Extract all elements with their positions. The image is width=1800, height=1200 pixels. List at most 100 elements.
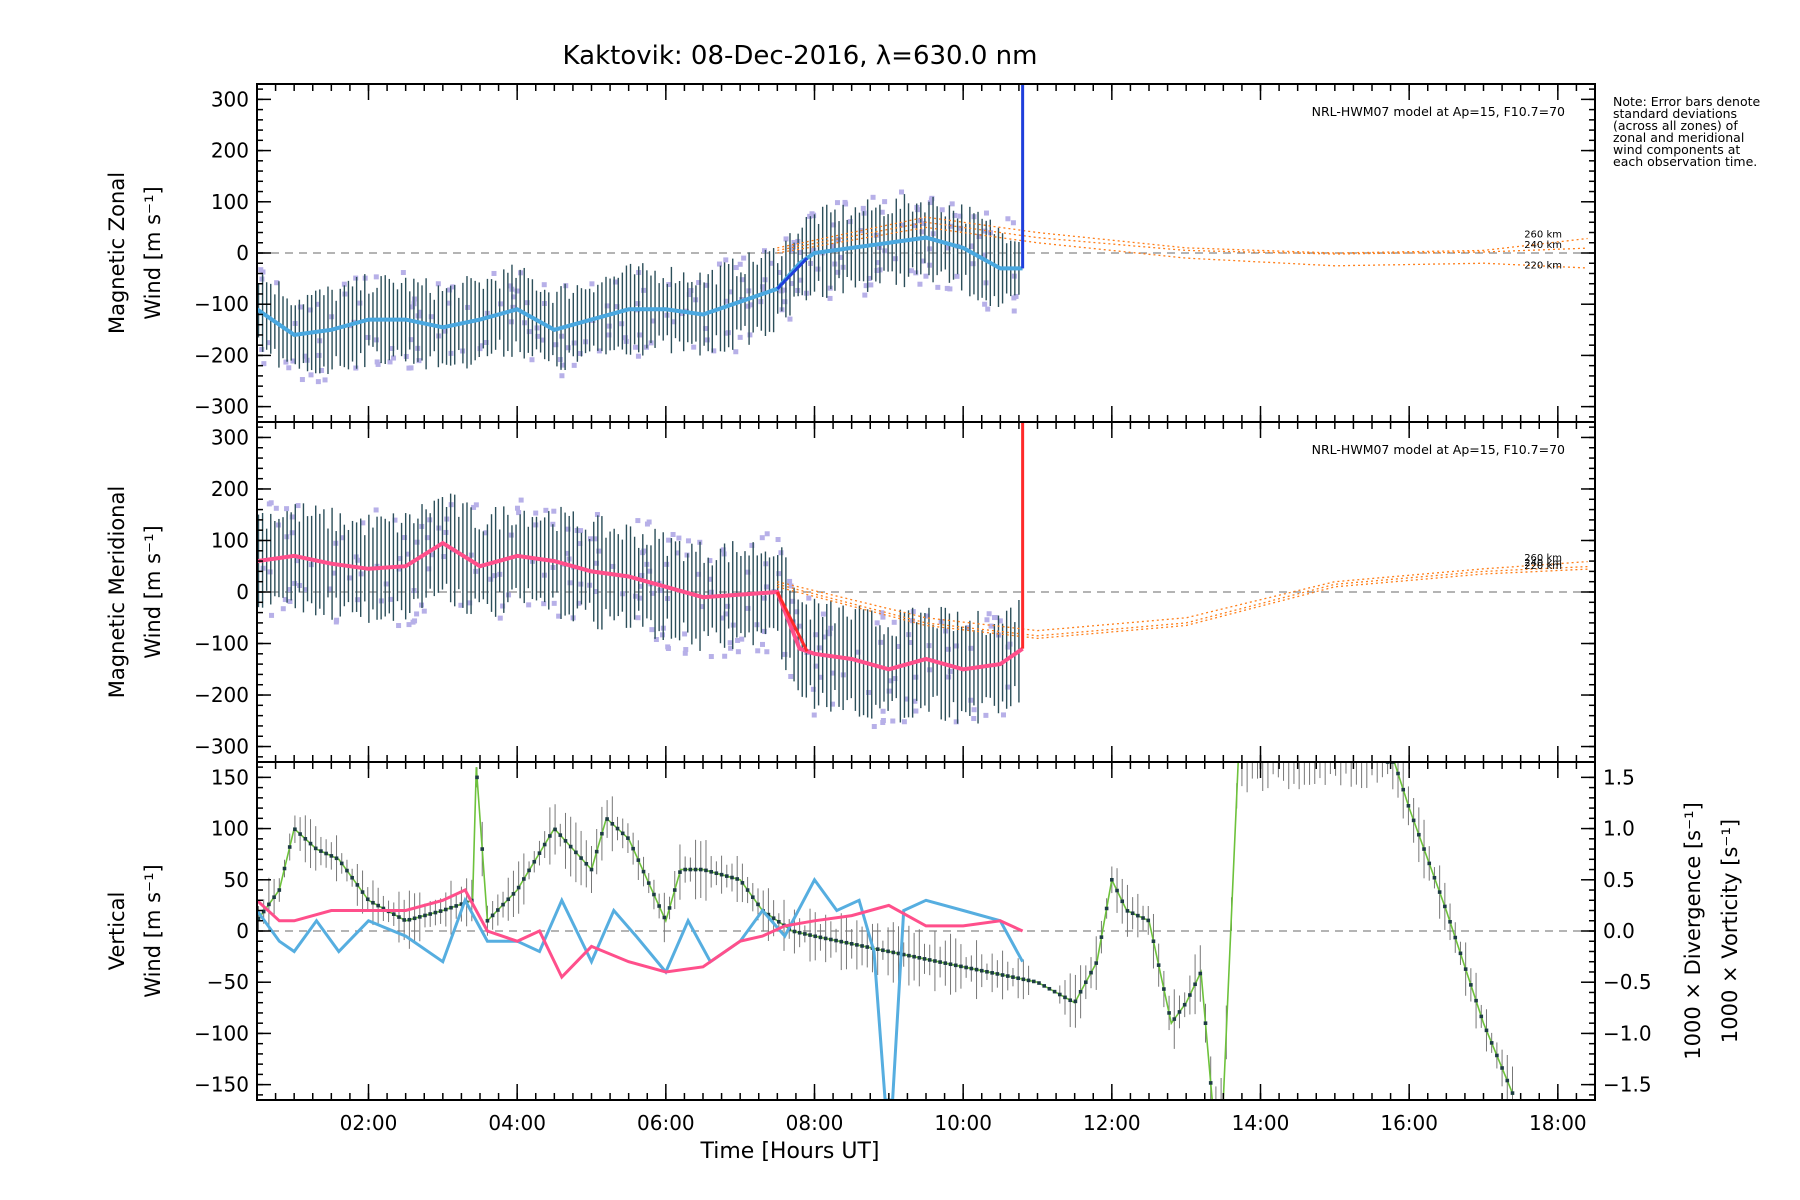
vertical-wind-point — [688, 867, 693, 872]
vertical-wind-point — [1422, 847, 1426, 851]
zone-point — [728, 289, 734, 295]
zone-point — [880, 718, 886, 724]
zone-point — [308, 372, 314, 378]
zone-point — [904, 696, 910, 702]
vertical-wind-point — [1188, 993, 1192, 997]
zone-point — [511, 294, 517, 300]
zone-point — [997, 618, 1003, 624]
zone-point — [406, 365, 412, 371]
zone-point — [912, 223, 918, 229]
vertical-wind-point — [995, 972, 1000, 976]
zone-point — [778, 550, 784, 556]
vertical-wind-point — [626, 836, 630, 840]
zone-point — [760, 641, 766, 647]
zone-point — [302, 587, 308, 593]
vertical-wind-point — [1443, 904, 1447, 909]
zone-point — [899, 222, 905, 228]
vertical-wind-point — [1110, 877, 1114, 882]
vertical-wind-point — [875, 947, 880, 951]
plot-area-meridional — [257, 422, 1595, 730]
y-tick-label: −50 — [207, 970, 249, 994]
zone-point — [763, 584, 769, 590]
y-axis-label-line1: Magnetic Meridional — [105, 486, 129, 698]
zone-point — [299, 377, 305, 383]
vertical-wind-point — [1406, 803, 1411, 808]
zone-point — [327, 586, 333, 592]
zone-point — [638, 583, 644, 589]
zone-point — [540, 337, 546, 343]
zone-point — [266, 340, 272, 346]
y-tick-label: 300 — [211, 425, 249, 449]
y-tick-label: −300 — [194, 395, 249, 419]
vertical-wind-point — [1469, 983, 1473, 987]
zone-point — [491, 270, 497, 276]
vertical-wind-point — [594, 849, 599, 854]
zone-point — [650, 590, 656, 596]
y-tick-label: −300 — [194, 735, 249, 759]
chart-title: Kaktovik: 08-Dec-2016, λ=630.0 nm — [563, 41, 1038, 71]
zone-point — [946, 674, 952, 680]
zone-point — [789, 281, 795, 287]
zone-point — [428, 314, 434, 320]
vertical-wind-point — [964, 965, 968, 970]
y2-tick-label: −1.5 — [1603, 1073, 1652, 1097]
zone-point — [529, 357, 535, 363]
vertical-wind-point — [844, 940, 849, 945]
vertical-wind-point — [1136, 913, 1140, 918]
vorticity-line — [257, 888, 1024, 980]
zone-point — [593, 589, 599, 595]
y-tick-label: 0 — [236, 241, 249, 265]
zone-point — [686, 292, 692, 298]
vertical-wind-point — [490, 913, 495, 918]
zone-point — [912, 698, 918, 704]
zone-point — [891, 619, 897, 625]
vertical-wind-point — [516, 885, 521, 890]
vertical-wind-point — [1167, 1011, 1171, 1015]
zone-point — [516, 510, 522, 516]
zone-point — [541, 282, 547, 288]
y-tick-label: 100 — [211, 190, 249, 214]
zone-point — [809, 211, 815, 217]
vertical-wind-point — [974, 967, 979, 972]
vertical-wind-point — [553, 827, 557, 832]
vertical-wind-point — [933, 959, 937, 963]
vertical-wind-point — [1052, 989, 1057, 994]
zone-point — [560, 362, 566, 368]
zone-point — [745, 605, 751, 611]
zone-point — [346, 575, 352, 581]
vertical-wind-point — [480, 847, 485, 851]
vertical-wind-point — [855, 943, 859, 947]
zone-point — [682, 631, 688, 637]
zone-point — [565, 345, 571, 351]
zone-point — [892, 676, 898, 682]
vertical-wind-point — [1099, 935, 1104, 939]
zone-point — [274, 280, 280, 286]
zone-point — [260, 269, 266, 275]
zone-point — [360, 520, 366, 526]
vertical-wind-point — [579, 856, 583, 860]
zone-point — [646, 519, 652, 525]
zone-point — [477, 346, 483, 352]
zone-point — [958, 225, 964, 231]
zone-point — [720, 547, 726, 553]
zone-point — [838, 254, 844, 260]
zone-point — [878, 639, 884, 645]
zone-point — [923, 273, 929, 279]
zone-point — [874, 268, 880, 274]
y-tick-label: 100 — [211, 817, 249, 841]
vertical-wind-point — [1063, 995, 1067, 1000]
zone-point — [373, 274, 379, 280]
plot-area-zonal — [257, 84, 1595, 385]
vertical-wind-point — [605, 817, 609, 821]
vertical-wind-point — [1401, 787, 1406, 792]
y-tick-label: −100 — [194, 632, 249, 656]
zone-point — [426, 566, 432, 572]
zone-point — [302, 353, 308, 359]
vertical-wind-point — [740, 881, 745, 885]
zone-point — [577, 541, 583, 547]
zone-point — [1010, 220, 1016, 226]
zone-point — [498, 301, 504, 307]
vertical-wind-point — [438, 909, 443, 913]
zone-point — [764, 531, 770, 537]
zone-point — [353, 275, 359, 281]
